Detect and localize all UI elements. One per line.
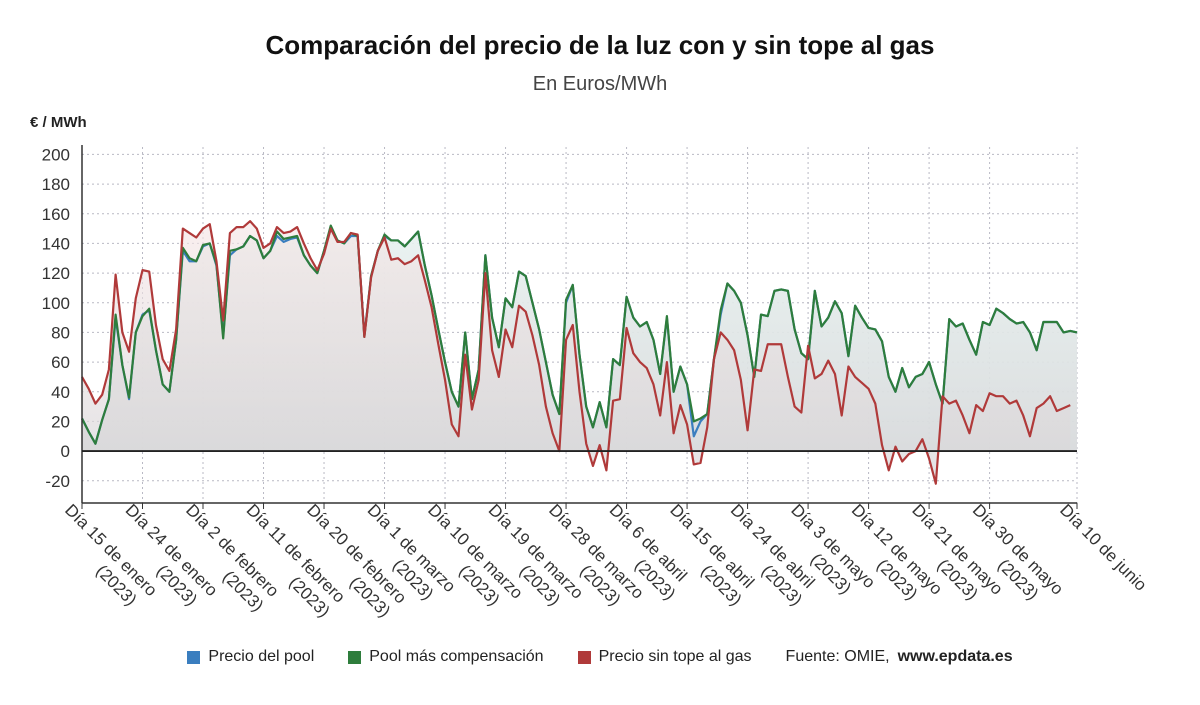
chart-title: Comparación del precio de la luz con y s… <box>265 30 935 60</box>
y-tick-label: 140 <box>42 234 70 253</box>
axes <box>81 145 1078 509</box>
y-tick-label: -20 <box>45 472 70 491</box>
legend-swatch-pool <box>187 650 201 664</box>
y-axis-unit-label: € / MWh <box>30 114 87 131</box>
area-sin-tope <box>82 221 1071 484</box>
legend-item-sin-tope[interactable]: Precio sin tope al gas <box>577 648 752 666</box>
legend-item-pool[interactable]: Precio del pool <box>187 648 314 666</box>
legend-label-pool-compensacion: Pool más compensación <box>369 648 544 665</box>
y-tick-label: 200 <box>42 145 70 164</box>
x-tick-label: Día 10 de junio <box>1056 500 1150 594</box>
legend-swatch-sin-tope <box>577 650 591 664</box>
legend-swatch-pool-compensacion <box>348 650 362 664</box>
source-note: Fuente: OMIE, www.epdata.es <box>786 648 1013 666</box>
y-tick-label: 40 <box>51 383 70 402</box>
y-tick-label: 80 <box>51 323 70 342</box>
y-tick-label: 60 <box>51 353 70 372</box>
source-label: Fuente: OMIE, <box>785 648 890 665</box>
series-line-pool-compensacion[interactable] <box>81 224 1078 445</box>
x-tick-label-text: Día 10 de junio <box>1056 500 1150 594</box>
y-tick-label: 100 <box>42 294 70 313</box>
legend-item-pool-compensacion[interactable]: Pool más compensación <box>348 648 544 666</box>
area-fills <box>82 221 1077 484</box>
chart-subtitle: En Euros/MWh <box>532 73 668 95</box>
x-tick-labels: Día 15 de enero(2023)Día 24 de enero(202… <box>61 500 1150 621</box>
y-tick-label: 0 <box>61 442 70 461</box>
series-lines <box>81 220 1078 485</box>
y-tick-label: 160 <box>42 205 70 224</box>
series-line-sin-tope[interactable] <box>81 220 1071 485</box>
y-tick-label: 180 <box>42 175 70 194</box>
source-site[interactable]: www.epdata.es <box>897 648 1013 665</box>
y-tick-label: 20 <box>51 412 70 431</box>
y-tick-label: 120 <box>42 264 70 283</box>
legend: Precio del pool Pool más compensación Pr… <box>0 648 1200 666</box>
legend-label-pool: Precio del pool <box>208 648 315 665</box>
legend-label-sin-tope: Precio sin tope al gas <box>598 648 752 665</box>
